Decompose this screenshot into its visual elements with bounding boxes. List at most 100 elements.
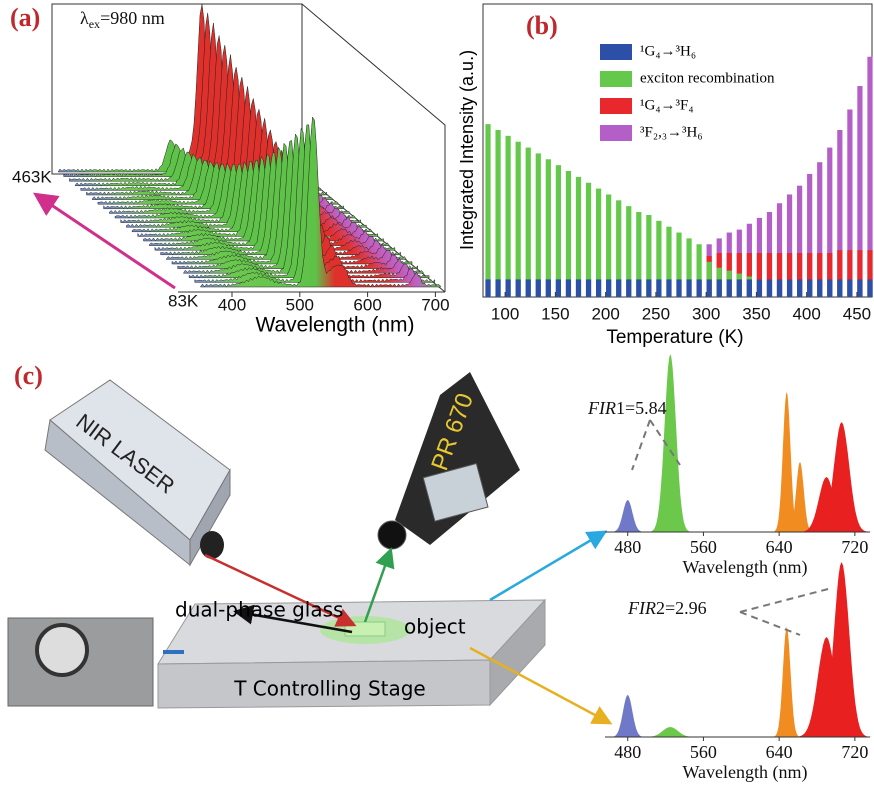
bar: [737, 279, 742, 297]
spectrum-peak: [640, 727, 701, 737]
bars: [485, 57, 872, 297]
x-axis-title: Temperature (K): [606, 327, 743, 348]
x-axis-title: Wavelength (nm): [255, 314, 414, 337]
bar: [666, 279, 671, 297]
legend-label: exciton recombination: [640, 70, 775, 86]
legend-label: ³F₂,₃→³H₆: [640, 124, 703, 140]
x-tick-label: 640: [766, 537, 793, 557]
bar: [546, 279, 551, 297]
bar: [757, 279, 762, 297]
bar: [506, 136, 511, 297]
x-tick-label: 150: [541, 304, 569, 323]
subscript: ex: [89, 17, 100, 31]
panel-label: (a): [10, 3, 40, 32]
bar: [797, 279, 802, 297]
symbol: λ: [80, 8, 89, 28]
bar: [526, 279, 531, 297]
spectrum-peak: [609, 695, 647, 737]
x-tick-label: 300: [692, 304, 720, 323]
bar: [727, 279, 732, 297]
x-tick-label: 200: [591, 304, 619, 323]
bar: [676, 279, 681, 297]
fir1: FIR1=5.84: [587, 398, 667, 418]
value: =980 nm: [100, 8, 165, 28]
x-tick-label: 250: [642, 304, 670, 323]
figure: (a) λex=980 nm 463K 83K Wavelength (nm) …: [0, 0, 874, 787]
bar: [636, 279, 641, 297]
stage-photo-detail: [37, 625, 87, 675]
fir-value: 1=5.84: [616, 398, 667, 418]
bar: [546, 159, 551, 297]
spectrum-peak: [772, 627, 802, 737]
legend-swatch: [600, 98, 632, 114]
bar: [686, 279, 691, 297]
bar: [837, 279, 842, 297]
bar: [807, 279, 812, 297]
bar: [536, 279, 541, 297]
x-axis-title: Wavelength (nm): [682, 762, 807, 783]
bar: [616, 279, 621, 297]
bar: [586, 279, 591, 297]
x-tick-label: 350: [742, 304, 770, 323]
bar: [867, 279, 872, 297]
bar: [506, 279, 511, 297]
bar: [656, 279, 661, 297]
temp-low: 83K: [168, 291, 199, 310]
bar: [626, 279, 631, 297]
bar: [516, 142, 521, 297]
fir-name: FIR: [587, 398, 616, 418]
bar: [606, 279, 611, 297]
x-tick-label: 400: [792, 304, 820, 323]
bar: [646, 279, 651, 297]
bar: [576, 279, 581, 297]
legend-label: ¹G₄→³F₄: [640, 97, 694, 113]
bar: [495, 130, 500, 297]
x-tick-label: 480: [614, 537, 641, 557]
x-tick-label: 450: [843, 304, 871, 323]
temp-high: 463K: [12, 167, 52, 186]
bar: [566, 171, 571, 297]
legend-swatch: [600, 125, 632, 141]
bar: [777, 279, 782, 297]
bar: [767, 279, 772, 297]
x-tick-label: 720: [841, 742, 868, 762]
bar: [847, 279, 852, 297]
object-label: object: [404, 615, 466, 639]
bar: [576, 177, 581, 297]
x-tick-label: 480: [614, 742, 641, 762]
panel-label: (b): [526, 11, 558, 40]
bar: [857, 279, 862, 297]
spectrum-peak: [609, 500, 647, 532]
bar: [707, 279, 712, 297]
camera: PR 670: [378, 372, 520, 549]
bar: [787, 279, 792, 297]
x-axis-title: Wavelength (nm): [682, 557, 807, 578]
legend-label: ¹G₄→³H₆: [640, 43, 696, 59]
y-axis-title: Integrated Intensity (a.u.): [457, 50, 477, 250]
fir-value: 2=2.96: [656, 598, 707, 618]
fir2: FIR2=2.96: [627, 598, 707, 618]
stage-label: T Controlling Stage: [233, 677, 426, 701]
bar: [596, 279, 601, 297]
x-tick-label: 640: [766, 742, 793, 762]
x-tick-label: 500: [286, 295, 314, 314]
bar: [556, 279, 561, 297]
glass-label: dual-phase glass: [175, 598, 343, 622]
bar: [516, 279, 521, 297]
bar: [747, 279, 752, 297]
x-tick-label: 560: [690, 537, 717, 557]
x-tick-label: 700: [421, 295, 449, 314]
bar: [485, 279, 490, 297]
bar: [817, 279, 822, 297]
x-tick-label: 400: [218, 295, 246, 314]
bar: [536, 153, 541, 297]
bar: [495, 279, 500, 297]
x-tick-label: 720: [841, 537, 868, 557]
bar: [566, 279, 571, 297]
bar: [556, 165, 561, 297]
bar: [526, 148, 531, 297]
panel-label: (c): [14, 361, 43, 390]
bar: [827, 279, 832, 297]
legend-swatch: [600, 71, 632, 87]
